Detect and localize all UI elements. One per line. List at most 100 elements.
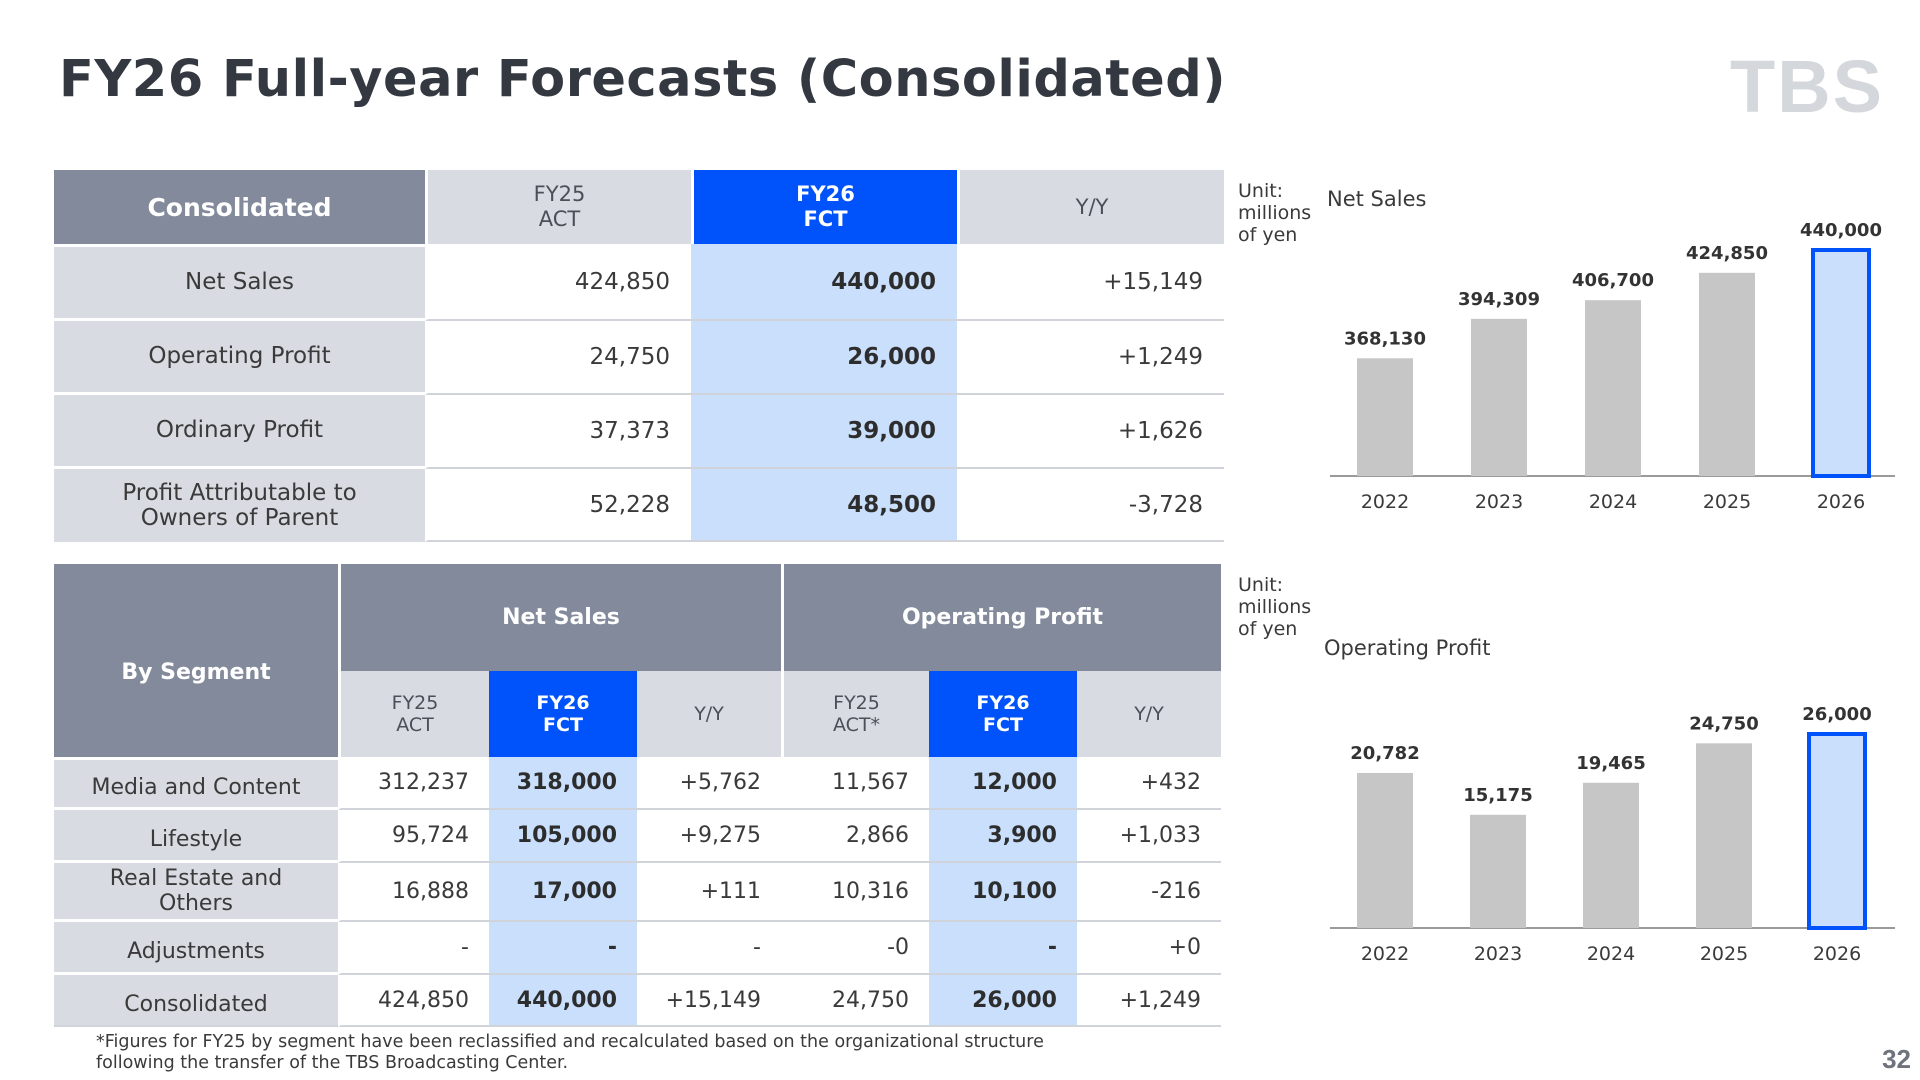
bar-value-label: 440,000	[1800, 220, 1882, 241]
x-tick-label: 2025	[1700, 943, 1748, 965]
row-label: Operating Profit	[54, 321, 425, 395]
row-label: Consolidated	[54, 975, 338, 1027]
op-fy25-value: 10,316	[781, 863, 929, 922]
unit-label-bottom: Unit: millions of yen	[1238, 574, 1312, 640]
op-yy-value: +0	[1077, 922, 1221, 975]
ns-fy25-value: 312,237	[338, 757, 489, 810]
page-title: FY26 Full-year Forecasts (Consolidated)	[59, 50, 1227, 109]
table-row: Lifestyle 95,724 105,000 +9,275 2,866 3,…	[54, 810, 1221, 863]
table-row: Net Sales 424,850 440,000 +15,149	[54, 244, 1224, 321]
bar-value-label: 368,130	[1344, 328, 1426, 349]
row-label: Profit Attributable to Owners of Parent	[54, 469, 425, 542]
fy26-value: 39,000	[691, 395, 957, 469]
net-sales-chart: 368,130 2022 394,309 2023 406,700 2024 424,850…	[1330, 220, 1895, 513]
page-number: 32	[1882, 1044, 1911, 1074]
table-row: Real Estate and Others 16,888 17,000 +111…	[54, 863, 1221, 922]
segment-table: By Segment Net Sales Operating Profit FY…	[54, 564, 1221, 1027]
net-sales-header: Net Sales	[338, 564, 781, 671]
bar-2023	[1471, 318, 1527, 476]
fy25-value: 24,750	[425, 321, 691, 395]
ns-yy-value: -	[637, 922, 781, 975]
op-fy26-value: -	[929, 922, 1077, 975]
op-yy-value: +432	[1077, 757, 1221, 810]
bar-value-label: 406,700	[1572, 270, 1654, 291]
op-fy25-value: -0	[781, 922, 929, 975]
row-label: Net Sales	[54, 244, 425, 321]
table-row: Profit Attributable to Owners of Parent 5…	[54, 469, 1224, 542]
x-tick-label: 2022	[1361, 491, 1409, 513]
consolidated-header: Consolidated	[54, 170, 425, 244]
bar-2022	[1357, 358, 1413, 476]
op-yy-value: +1,033	[1077, 810, 1221, 863]
table-row: Consolidated 424,850 440,000 +15,149 24,…	[54, 975, 1221, 1027]
ns-fy25-value: -	[338, 922, 489, 975]
table-row: Operating Profit 24,750 26,000 +1,249	[54, 321, 1224, 395]
op-fy26-value: 26,000	[929, 975, 1077, 1027]
bar-2026	[1811, 248, 1871, 478]
op-yy-value: -216	[1077, 863, 1221, 922]
x-tick-label: 2022	[1361, 943, 1409, 965]
yy-value: +1,249	[957, 321, 1224, 395]
ns-yy-value: +5,762	[637, 757, 781, 810]
row-label: Lifestyle	[54, 810, 338, 863]
operating-profit-chart: 20,782 2022 15,175 2023 19,465 2024 24,750 2025…	[1330, 704, 1895, 965]
x-tick-label: 2024	[1587, 943, 1635, 965]
footnote: *Figures for FY25 by segment have been r…	[96, 1032, 1044, 1073]
op-fy25-value: 2,866	[781, 810, 929, 863]
ns-yy-value: +111	[637, 863, 781, 922]
ns-fy25-header: FY25 ACT	[338, 671, 489, 757]
ns-fy26-value: 105,000	[489, 810, 637, 863]
by-segment-header: By Segment	[54, 564, 338, 757]
x-tick-label: 2026	[1817, 491, 1865, 513]
ns-fy26-value: 318,000	[489, 757, 637, 810]
fy26-fct-header: FY26 FCT	[691, 170, 957, 244]
yy-header: Y/Y	[957, 170, 1224, 244]
fy25-value: 37,373	[425, 395, 691, 469]
bar-2026	[1807, 732, 1867, 930]
bar-value-label: 20,782	[1350, 743, 1419, 764]
row-label: Real Estate and Others	[54, 863, 338, 922]
fy25-value: 52,228	[425, 469, 691, 542]
ns-yy-header: Y/Y	[637, 671, 781, 757]
bar-value-label: 26,000	[1802, 704, 1871, 725]
tbs-logo: TBS	[1730, 45, 1884, 128]
ns-fy26-value: 440,000	[489, 975, 637, 1027]
x-tick-label: 2023	[1475, 491, 1523, 513]
x-tick-label: 2024	[1589, 491, 1637, 513]
operating-profit-header: Operating Profit	[781, 564, 1221, 671]
op-yy-header: Y/Y	[1077, 671, 1221, 757]
consolidated-table: Consolidated FY25 ACT FY26 FCT Y/Y Net Sal…	[54, 170, 1224, 542]
op-fy26-value: 3,900	[929, 810, 1077, 863]
bar-2025	[1699, 272, 1755, 476]
bar-2023	[1470, 814, 1526, 928]
bar-2022	[1357, 772, 1413, 928]
bar-2025	[1696, 743, 1752, 928]
bar-2024	[1585, 300, 1641, 476]
ns-fy25-value: 16,888	[338, 863, 489, 922]
ns-yy-value: +9,275	[637, 810, 781, 863]
ns-fy26-header: FY26 FCT	[489, 671, 637, 757]
row-label: Adjustments	[54, 922, 338, 975]
bar-2024	[1583, 782, 1639, 928]
x-tick-label: 2023	[1474, 943, 1522, 965]
unit-label-top: Unit: millions of yen	[1238, 180, 1312, 246]
op-fy25-value: 11,567	[781, 757, 929, 810]
op-fy26-value: 10,100	[929, 863, 1077, 922]
op-fy25-value: 24,750	[781, 975, 929, 1027]
x-tick-label: 2026	[1813, 943, 1861, 965]
table-row: Media and Content 312,237 318,000 +5,762…	[54, 757, 1221, 810]
net-sales-chart-title: Net Sales	[1327, 187, 1427, 211]
row-label: Ordinary Profit	[54, 395, 425, 469]
fy26-value: 440,000	[691, 244, 957, 321]
yy-value: -3,728	[957, 469, 1224, 542]
bar-value-label: 24,750	[1689, 713, 1758, 734]
ns-yy-value: +15,149	[637, 975, 781, 1027]
op-yy-value: +1,249	[1077, 975, 1221, 1027]
ns-fy26-value: 17,000	[489, 863, 637, 922]
ns-fy25-value: 424,850	[338, 975, 489, 1027]
ns-fy26-value: -	[489, 922, 637, 975]
bar-value-label: 19,465	[1576, 753, 1645, 774]
yy-value: +1,626	[957, 395, 1224, 469]
yy-value: +15,149	[957, 244, 1224, 321]
op-fy25-header: FY25 ACT*	[781, 671, 929, 757]
